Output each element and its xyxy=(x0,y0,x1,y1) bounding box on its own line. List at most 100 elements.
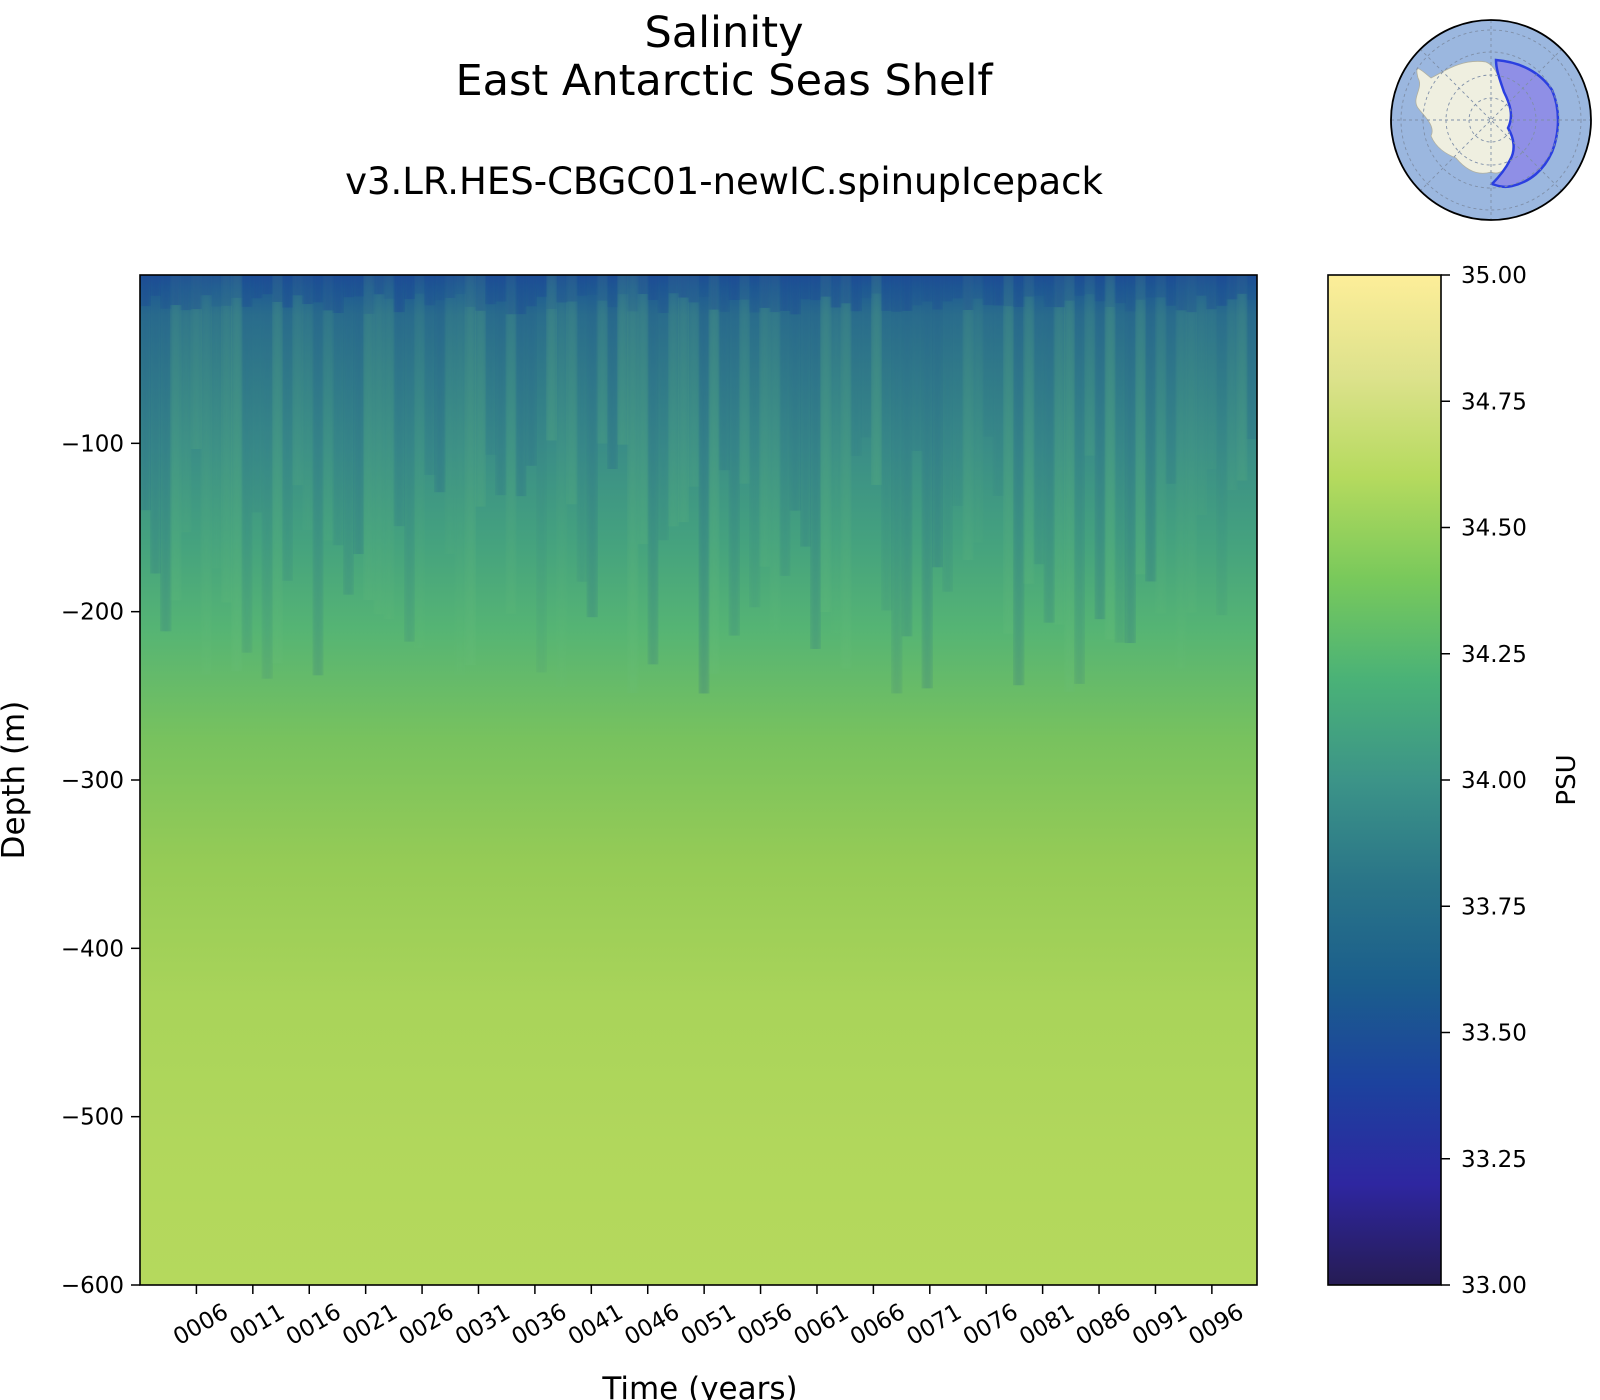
variability-streak xyxy=(992,275,1004,496)
surface-streak xyxy=(170,275,182,306)
surface-streak xyxy=(1084,275,1096,295)
variability-streak xyxy=(1003,275,1014,634)
surface-streak xyxy=(749,275,761,313)
variability-streak xyxy=(170,275,182,601)
y-tick-label: −400 xyxy=(61,936,124,962)
variability-streak xyxy=(789,275,801,511)
surface-streak xyxy=(860,275,872,299)
surface-streak xyxy=(515,275,527,315)
surface-streak xyxy=(820,275,832,297)
surface-streak xyxy=(150,275,161,296)
surface-streak xyxy=(1216,275,1228,306)
variability-streak xyxy=(891,275,903,694)
colorbar-tick-label: 34.25 xyxy=(1461,642,1527,668)
variability-streak xyxy=(1033,275,1045,565)
surface-streak xyxy=(424,275,436,306)
run-subtitle: v3.LR.HES-CBGC01-newIC.spinupIcepack xyxy=(345,160,1103,203)
surface-streak xyxy=(393,275,405,313)
variability-streak xyxy=(312,275,324,676)
variability-streak xyxy=(536,275,547,673)
variability-streak xyxy=(1226,275,1238,491)
surface-streak xyxy=(972,275,984,299)
variability-streak xyxy=(292,275,304,486)
y-tick-label: −600 xyxy=(61,1273,124,1299)
variability-streak xyxy=(160,275,172,632)
variability-streak xyxy=(251,275,263,513)
surface-streak xyxy=(932,275,943,310)
variability-streak xyxy=(1145,275,1157,582)
surface-streak xyxy=(464,275,476,307)
surface-streak xyxy=(1196,275,1207,296)
surface-streak xyxy=(911,275,923,306)
variability-streak xyxy=(221,275,232,603)
surface-streak xyxy=(962,275,974,310)
surface-streak xyxy=(1023,275,1035,297)
surface-streak xyxy=(353,275,364,297)
colorbar-tick-label: 34.50 xyxy=(1461,516,1527,542)
variability-streak xyxy=(627,275,639,694)
surface-streak xyxy=(312,275,324,303)
x-axis-label: Time (years) xyxy=(601,1371,797,1400)
surface-streak xyxy=(982,275,994,306)
surface-streak xyxy=(1124,275,1136,312)
variability-streak xyxy=(779,275,791,576)
heatmap-texture xyxy=(140,275,1257,694)
variability-streak xyxy=(1064,275,1075,692)
variability-streak xyxy=(1074,275,1085,684)
surface-streak xyxy=(921,275,933,302)
variability-streak xyxy=(434,275,446,493)
surface-streak xyxy=(261,275,273,295)
variability-streak xyxy=(1165,275,1177,484)
variability-streak xyxy=(637,275,649,545)
surface-streak xyxy=(1155,275,1167,298)
surface-streak xyxy=(850,275,862,312)
variability-streak xyxy=(211,275,222,569)
surface-streak xyxy=(363,275,375,314)
colorbar-tick-label: 35.00 xyxy=(1461,263,1527,289)
x-tick-label: 0046 xyxy=(620,1299,684,1351)
colorbar xyxy=(1328,275,1441,1285)
variability-streak xyxy=(231,275,243,672)
surface-streak xyxy=(434,275,446,301)
variability-streak xyxy=(353,275,364,555)
surface-streak xyxy=(282,275,293,308)
surface-streak xyxy=(952,275,964,299)
surface-streak xyxy=(688,275,700,303)
surface-streak xyxy=(1236,275,1248,294)
surface-streak xyxy=(251,275,263,299)
surface-streak xyxy=(332,275,344,313)
variability-streak xyxy=(800,275,811,547)
variability-streak xyxy=(586,275,598,618)
colorbar-tick-label: 33.25 xyxy=(1461,1147,1527,1173)
variability-streak xyxy=(241,275,253,653)
variability-streak xyxy=(383,275,395,620)
variability-streak xyxy=(190,275,202,450)
surface-streak xyxy=(769,275,781,313)
variability-streak xyxy=(759,275,771,567)
variability-streak xyxy=(1053,275,1065,625)
variability-streak xyxy=(1236,275,1248,481)
surface-streak xyxy=(1043,275,1055,307)
variability-streak xyxy=(404,275,415,642)
variability-streak xyxy=(840,275,852,669)
variability-streak xyxy=(282,275,293,581)
surface-streak xyxy=(383,275,395,299)
surface-streak xyxy=(830,275,842,308)
colorbar-tick-label: 33.75 xyxy=(1461,894,1527,920)
variability-streak xyxy=(343,275,354,595)
surface-streak xyxy=(1246,275,1257,300)
variability-streak xyxy=(728,275,740,636)
surface-streak xyxy=(1114,275,1126,304)
variability-streak xyxy=(515,275,527,497)
surface-streak xyxy=(627,275,639,312)
variability-streak xyxy=(596,275,608,444)
surface-streak xyxy=(302,275,314,305)
surface-streak xyxy=(1033,275,1045,296)
variability-streak xyxy=(1216,275,1228,616)
colorbar-tick-label: 33.00 xyxy=(1461,1273,1527,1299)
variability-streak xyxy=(393,275,405,527)
surface-streak xyxy=(241,275,253,307)
surface-streak xyxy=(373,275,385,295)
surface-streak xyxy=(231,275,243,298)
variability-streak xyxy=(921,275,933,689)
